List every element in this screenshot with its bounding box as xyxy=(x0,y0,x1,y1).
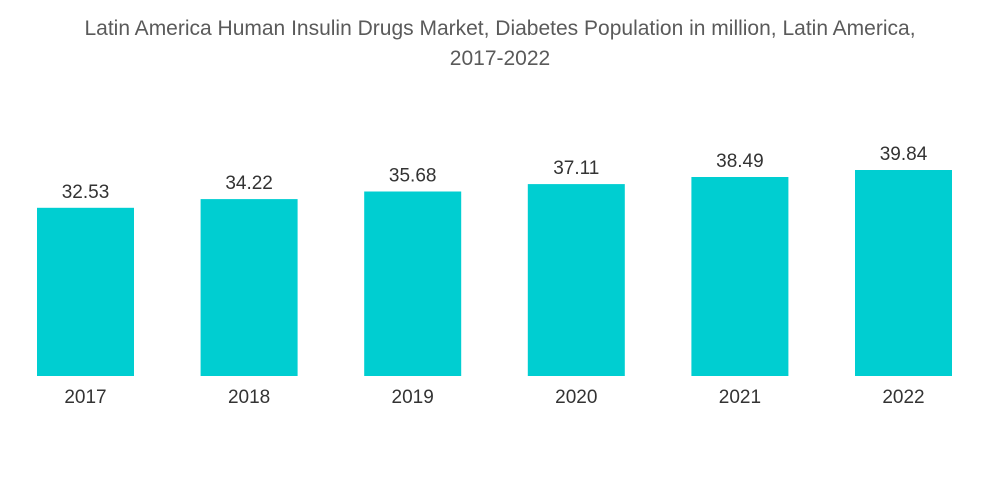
x-tick-label-2022: 2022 xyxy=(882,387,924,408)
data-label-2019: 35.68 xyxy=(389,166,437,187)
x-tick-label-2021: 2021 xyxy=(719,387,761,408)
data-label-2020: 37.11 xyxy=(553,158,599,179)
bars-group xyxy=(37,170,952,376)
data-labels-group: 32.53 34.22 35.68 37.11 38.49 39.84 xyxy=(62,144,928,203)
chart-title-line-1: Latin America Human Insulin Drugs Market… xyxy=(84,17,916,40)
x-tick-label-2017: 2017 xyxy=(64,387,106,408)
data-label-2018: 34.22 xyxy=(225,173,273,194)
chart-title-line-2: 2017-2022 xyxy=(449,47,551,70)
chart-title: Latin America Human Insulin Drugs Market… xyxy=(0,14,1000,74)
data-label-2021: 38.49 xyxy=(716,151,764,172)
data-label-2017: 32.53 xyxy=(62,182,110,203)
x-tick-label-2019: 2019 xyxy=(392,387,434,408)
bar-2019 xyxy=(364,191,462,376)
bar-2022 xyxy=(855,170,952,376)
bar-2021 xyxy=(691,177,789,376)
x-tick-label-2020: 2020 xyxy=(555,387,597,408)
bar-2020 xyxy=(527,184,625,376)
data-label-2022: 39.84 xyxy=(880,144,928,165)
bar-2018 xyxy=(200,199,298,376)
bar-2017 xyxy=(37,207,134,376)
x-tick-label-2018: 2018 xyxy=(228,387,270,408)
x-axis-tick-labels: 2017 2018 2019 2020 2021 2022 xyxy=(64,387,924,408)
